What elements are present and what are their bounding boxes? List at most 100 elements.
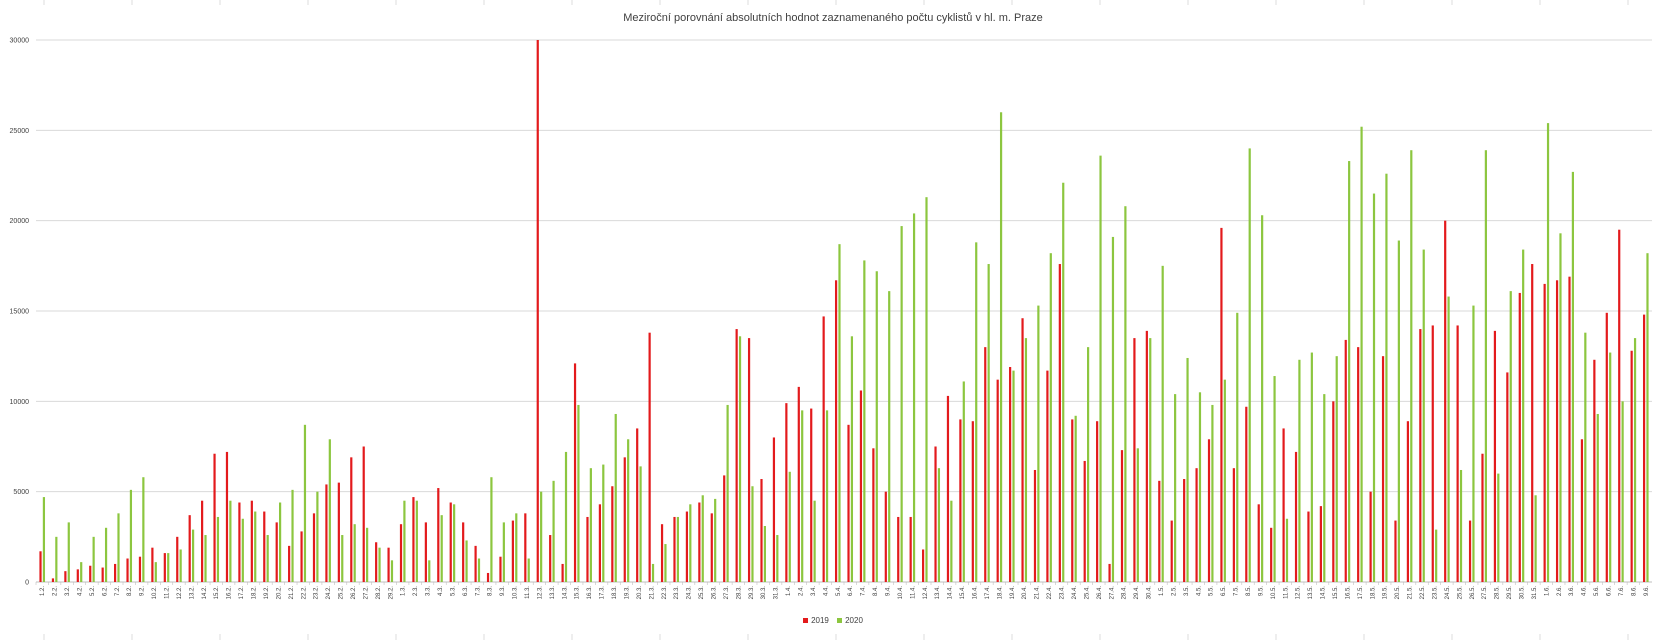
bar-2019 xyxy=(1506,372,1509,582)
bar-2019 xyxy=(1630,350,1633,582)
bar-2019 xyxy=(387,547,390,582)
x-tick-label: 25.3. xyxy=(699,586,705,600)
bar-2020 xyxy=(714,498,717,582)
x-tick-label: 24.3. xyxy=(687,586,693,600)
bar-2020 xyxy=(1497,473,1500,582)
x-tick-label: 28.5. xyxy=(1495,586,1501,600)
bar-2019 xyxy=(76,569,79,582)
bar-2019 xyxy=(1394,520,1397,582)
x-tick-label: 5.2. xyxy=(90,586,96,596)
bar-2020 xyxy=(366,527,369,582)
x-tick-label: 8.5. xyxy=(1246,586,1252,596)
bar-2019 xyxy=(1369,491,1372,582)
x-tick-label: 29.4. xyxy=(1134,586,1140,600)
bar-2020 xyxy=(303,424,307,582)
bar-2019 xyxy=(1605,312,1608,582)
x-tick-label: 19.4. xyxy=(1010,586,1016,600)
bar-2019 xyxy=(1555,280,1559,582)
bar-2019 xyxy=(1108,563,1111,582)
bar-2020 xyxy=(1323,394,1326,582)
x-tick-label: 22.2. xyxy=(301,586,307,600)
bar-2019 xyxy=(996,379,999,582)
bar-2020 xyxy=(1335,356,1338,582)
bar-2020 xyxy=(776,535,779,582)
bar-2020 xyxy=(1310,352,1313,582)
x-tick-label: 21.3. xyxy=(649,586,655,600)
bar-2019 xyxy=(1294,451,1298,582)
x-tick-label: 3.2. xyxy=(65,586,71,596)
x-tick-label: 12.4. xyxy=(923,586,929,600)
bar-2019 xyxy=(1096,421,1099,582)
bar-2019 xyxy=(1046,370,1049,582)
bar-2019 xyxy=(785,403,788,582)
bar-2020 xyxy=(415,500,418,582)
x-tick-label: 3.3. xyxy=(426,586,432,596)
bar-2019 xyxy=(710,513,713,582)
bar-2019 xyxy=(462,522,465,582)
bar-2019 xyxy=(225,451,229,582)
x-tick-label: 29.3. xyxy=(749,586,755,600)
bar-2020 xyxy=(1161,265,1164,582)
bar-2019 xyxy=(51,578,55,582)
legend-label-2019: 2019 xyxy=(811,616,829,625)
x-tick-label: 30.3. xyxy=(761,586,767,600)
x-tick-label: 2.2. xyxy=(53,586,59,596)
bar-2020 xyxy=(254,511,257,582)
bar-2020 xyxy=(825,410,829,582)
bar-2020 xyxy=(1285,518,1289,582)
x-tick-label: 18.4. xyxy=(997,586,1003,600)
x-tick-label: 24.4. xyxy=(1072,586,1078,600)
bar-2020 xyxy=(751,486,754,582)
bar-2020 xyxy=(80,562,83,582)
bar-2020 xyxy=(689,504,692,582)
bar-2019 xyxy=(797,386,800,582)
x-tick-label: 1.6. xyxy=(1544,586,1550,596)
bar-2020 xyxy=(1348,161,1351,582)
bar-2019 xyxy=(946,395,950,582)
bar-2020 xyxy=(353,524,356,582)
bar-2019 xyxy=(399,524,403,582)
x-tick-label: 14.5. xyxy=(1321,586,1327,600)
bar-2020 xyxy=(676,516,679,582)
x-tick-label: 2.5. xyxy=(1171,586,1177,596)
x-tick-label: 28.3. xyxy=(736,586,742,600)
y-tick-label: 0 xyxy=(25,580,29,587)
bar-2019 xyxy=(1133,338,1136,582)
bar-2019 xyxy=(760,479,763,582)
bar-2019 xyxy=(1232,468,1235,582)
x-tick-label: 8.4. xyxy=(873,586,879,596)
bar-2020 xyxy=(1248,148,1251,582)
bar-2020 xyxy=(1422,249,1425,582)
bar-2019 xyxy=(1593,359,1596,582)
bar-2019 xyxy=(648,332,651,582)
x-tick-label: 29.5. xyxy=(1507,586,1513,600)
x-tick-label: 6.2. xyxy=(102,586,108,596)
legend-swatch-2020 xyxy=(837,618,843,623)
bar-2020 xyxy=(1198,392,1202,582)
bar-2020 xyxy=(167,553,170,582)
bar-2020 xyxy=(838,244,841,583)
x-tick-label: 31.5. xyxy=(1532,586,1538,600)
x-tick-label: 19.3. xyxy=(624,586,630,600)
bar-2019 xyxy=(772,437,776,582)
bar-2019 xyxy=(1344,339,1347,582)
x-tick-label: 7.2. xyxy=(115,586,121,596)
bar-2019 xyxy=(561,563,564,582)
x-tick-label: 1.2. xyxy=(40,586,46,596)
x-tick-label: 13.2. xyxy=(189,586,195,600)
bar-2019 xyxy=(126,558,129,582)
bar-2020 xyxy=(241,518,244,582)
bar-2020 xyxy=(1447,296,1450,582)
legend-item-2020: 2020 xyxy=(837,616,863,625)
bar-2020 xyxy=(937,468,941,582)
x-tick-label: 20.2. xyxy=(276,586,282,600)
bar-2019 xyxy=(1207,439,1211,582)
x-tick-label: 15.3. xyxy=(575,586,581,600)
x-tick-label: 8.2. xyxy=(127,586,133,596)
bar-2019 xyxy=(325,484,328,582)
bar-2020 xyxy=(1621,401,1624,582)
x-tick-label: 13.4. xyxy=(935,586,941,600)
x-tick-label: 7.5. xyxy=(1234,586,1240,596)
x-tick-label: 10.5. xyxy=(1271,586,1277,600)
x-tick-label: 9.3. xyxy=(500,586,506,596)
